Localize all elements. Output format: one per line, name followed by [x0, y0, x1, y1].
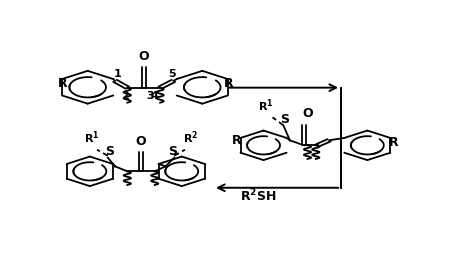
Text: R: R: [388, 136, 398, 149]
Text: R: R: [58, 77, 67, 90]
Text: $\mathbf{R^1}$: $\mathbf{R^1}$: [84, 130, 99, 146]
Text: $\mathbf{R^1}$: $\mathbf{R^1}$: [258, 97, 274, 114]
Text: O: O: [303, 107, 313, 120]
Text: S: S: [105, 145, 114, 158]
Text: 3: 3: [146, 91, 153, 101]
Text: O: O: [139, 50, 149, 63]
Text: $\mathbf{R^2SH}$: $\mathbf{R^2SH}$: [240, 187, 276, 204]
Text: 5: 5: [168, 69, 176, 79]
Text: 4: 4: [150, 91, 158, 101]
Text: S: S: [168, 145, 177, 158]
Text: 1: 1: [114, 69, 122, 79]
Text: S: S: [280, 113, 289, 126]
Text: R: R: [232, 134, 241, 147]
Text: 2: 2: [121, 91, 129, 101]
Text: R: R: [223, 77, 233, 90]
Text: $\mathbf{R^2}$: $\mathbf{R^2}$: [183, 130, 199, 146]
Text: O: O: [136, 135, 146, 148]
